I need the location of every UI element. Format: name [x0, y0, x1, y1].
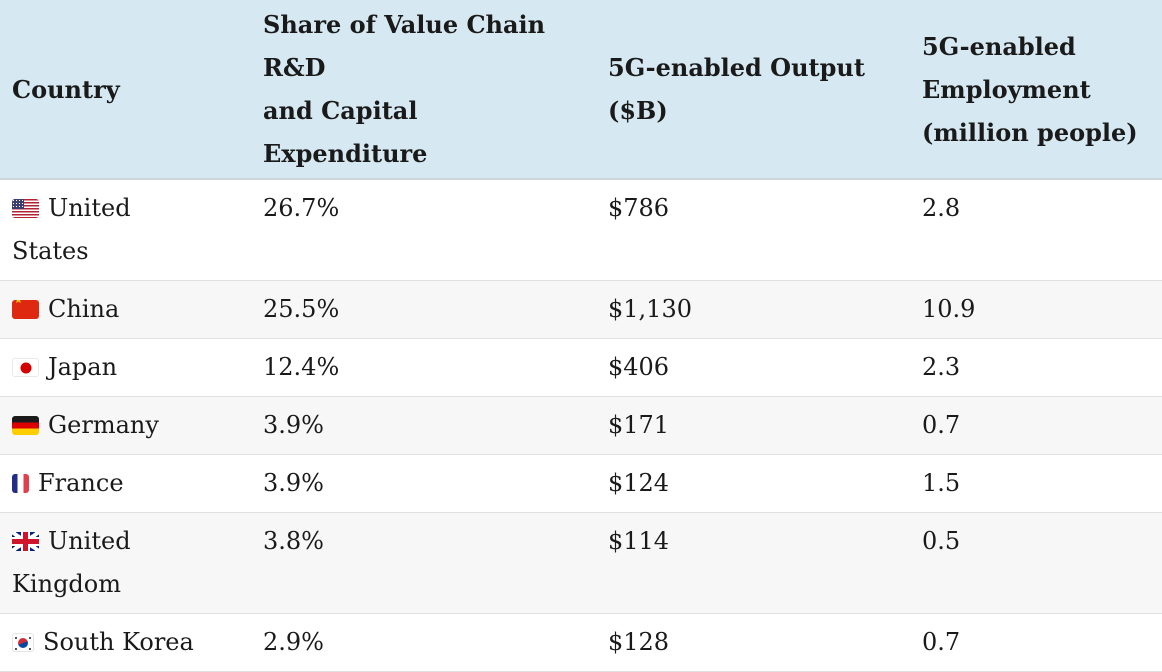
table-header: Country Share of Value Chain R&D and Cap… — [0, 0, 1162, 180]
country-name: China — [48, 295, 120, 323]
cn-flag-icon — [12, 300, 39, 319]
kr-flag-icon — [12, 633, 34, 652]
table-row: United Kingdom 3.8% $114 0.5 — [0, 512, 1162, 614]
column-header-employment: 5G-enabled Employment (million people) — [910, 0, 1162, 180]
share-cell: 3.9% — [263, 469, 324, 497]
country-cell: France — [0, 455, 251, 513]
table-row: Japan 12.4% $406 2.3 — [0, 339, 1162, 397]
country-name: France — [38, 469, 124, 497]
table-body: United States 26.7% $786 2.8 China 25.5%… — [0, 179, 1162, 672]
country-name: United Kingdom — [12, 527, 131, 598]
employment-cell: 2.3 — [922, 353, 961, 381]
table-row: China 25.5% $1,130 10.9 — [0, 280, 1162, 339]
de-flag-icon — [12, 416, 39, 435]
table-row: Germany 3.9% $171 0.7 — [0, 396, 1162, 455]
employment-cell: 2.8 — [922, 194, 961, 222]
output-cell: $786 — [608, 194, 670, 222]
table-row: United States 26.7% $786 2.8 — [0, 179, 1162, 281]
output-cell: $114 — [608, 527, 670, 555]
output-cell: $124 — [608, 469, 670, 497]
country-name: Japan — [48, 353, 118, 381]
share-cell: 3.8% — [263, 527, 324, 555]
share-cell: 26.7% — [263, 194, 340, 222]
output-cell: $128 — [608, 628, 670, 656]
output-cell: $406 — [608, 353, 670, 381]
country-cell: United States — [0, 179, 251, 281]
country-cell: Japan — [0, 339, 251, 397]
header-row: Country Share of Value Chain R&D and Cap… — [0, 0, 1162, 180]
column-header-share: Share of Value Chain R&D and Capital Exp… — [251, 0, 596, 180]
employment-cell: 0.7 — [922, 411, 961, 439]
share-cell: 2.9% — [263, 628, 324, 656]
jp-flag-icon — [12, 358, 39, 377]
employment-cell: 0.7 — [922, 628, 961, 656]
country-cell: China — [0, 281, 251, 339]
country-name: Germany — [48, 411, 159, 439]
country-cell: United Kingdom — [0, 513, 251, 614]
share-cell: 25.5% — [263, 295, 340, 323]
country-name: United States — [12, 194, 131, 265]
employment-cell: 10.9 — [922, 295, 976, 323]
table-row: South Korea 2.9% $128 0.7 — [0, 614, 1162, 672]
table-row: France 3.9% $124 1.5 — [0, 455, 1162, 513]
country-cell: South Korea — [0, 614, 251, 672]
country-cell: Germany — [0, 397, 251, 455]
employment-cell: 0.5 — [922, 527, 961, 555]
us-flag-icon — [12, 199, 39, 218]
employment-cell: 1.5 — [922, 469, 961, 497]
gb-flag-icon — [12, 532, 39, 551]
output-cell: $1,130 — [608, 295, 692, 323]
fr-flag-icon — [12, 474, 29, 493]
share-cell: 3.9% — [263, 411, 324, 439]
share-cell: 12.4% — [263, 353, 340, 381]
column-header-output: 5G-enabled Output ($B) — [596, 0, 910, 180]
column-header-country: Country — [0, 0, 251, 180]
output-cell: $171 — [608, 411, 670, 439]
country-name: South Korea — [43, 628, 194, 656]
